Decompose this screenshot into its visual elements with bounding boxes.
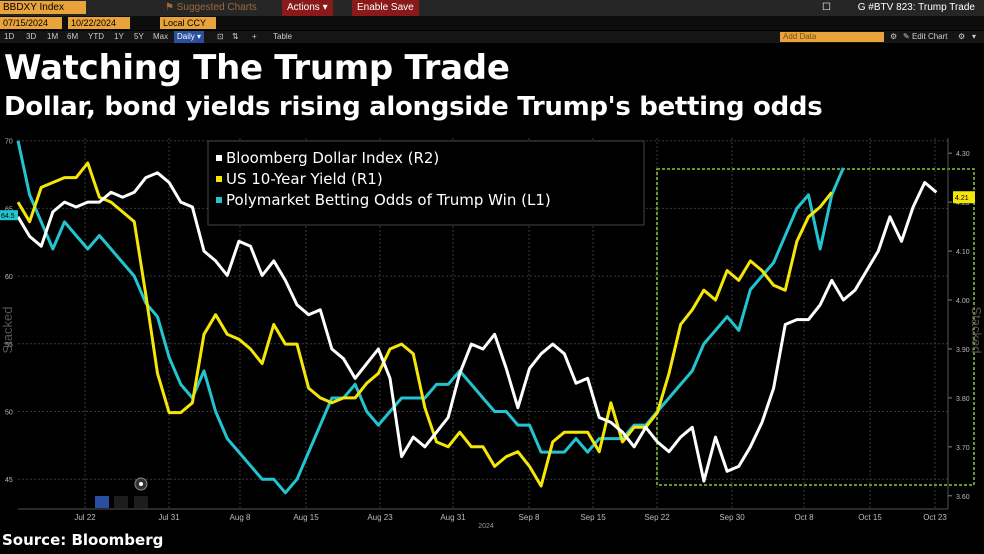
x-tick-label: Sep 15 (580, 513, 606, 522)
chart-type-icon[interactable]: ⊡ (217, 32, 224, 41)
start-date-field[interactable]: 07/15/2024 (0, 17, 62, 29)
axis-badges: 64.5 4.21 (0, 191, 975, 221)
left-tick-label: 55 (5, 342, 13, 349)
gear-icon[interactable]: ⚙ (958, 32, 966, 41)
suggested-charts-button[interactable]: ⚑ Suggested Charts (165, 2, 257, 13)
actions-button[interactable]: Actions ▾ (282, 0, 333, 16)
left-badge-box (0, 210, 18, 221)
legend-entry: Polymarket Betting Odds of Trump Win (L1… (226, 191, 551, 209)
legend-box (207, 140, 645, 226)
frequency-select[interactable]: Daily ▾ (174, 31, 205, 43)
chart-tools (95, 477, 148, 508)
x-year-label: 2024 (478, 523, 494, 530)
page-subtitle: Dollar, bond yields rising alongside Tru… (4, 92, 823, 122)
window-title: G #BTV 823: Trump Trade (857, 2, 975, 13)
add-data-input[interactable]: Add Data (780, 32, 884, 42)
expand-icon[interactable]: ▾ (972, 32, 977, 41)
right-tick-label: 4.10 (956, 249, 970, 256)
x-tick-label: Oct 23 (923, 513, 947, 522)
range-5y[interactable]: 5Y (134, 32, 144, 41)
series-line-odds (16, 140, 845, 495)
range-1y[interactable]: 1Y (114, 32, 124, 41)
legend-entry: US 10-Year Yield (R1) (226, 170, 383, 188)
edit-chart-button[interactable]: ✎ Edit Chart (903, 32, 948, 41)
right-tick-label: 4.00 (956, 298, 970, 305)
record-tool-dot-icon (139, 482, 143, 486)
currency-field[interactable]: Local CCY (160, 17, 216, 29)
left-axis-label: Stacked (0, 307, 15, 354)
right-badge-box (953, 191, 975, 204)
range-ytd[interactable]: YTD (88, 32, 104, 41)
compare-icon[interactable]: ⇅ (232, 32, 239, 41)
x-tick-label: Jul 22 (74, 513, 96, 522)
x-tick-label: Sep 8 (519, 513, 540, 522)
settings-icon[interactable]: ⚙ (890, 32, 898, 41)
legend-swatch (216, 155, 222, 161)
highlight-box-group (656, 168, 975, 486)
left-tick-label: 50 (5, 410, 13, 417)
table-button[interactable]: Table (273, 32, 293, 41)
legend: Bloomberg Dollar Index (R2) US 10-Year Yi… (207, 140, 645, 226)
right-tick-label: 3.70 (956, 445, 970, 452)
ticker-field[interactable]: BBDXY Index (0, 1, 86, 14)
series-line-dollar (16, 171, 938, 483)
right-axis-label: Stacked (969, 307, 984, 354)
x-tick-label: Aug 31 (440, 513, 466, 522)
right-tick-label: 4.30 (956, 151, 970, 158)
annotate-tool-icon (114, 496, 128, 508)
left-tick-label: 65 (5, 206, 13, 213)
range-max[interactable]: Max (153, 32, 169, 41)
source-note: Source: Bloomberg (2, 531, 164, 549)
pencil-tool-icon (95, 496, 109, 508)
page-title: Watching The Trump Trade (4, 48, 510, 88)
window-controls-icon[interactable]: ☐ (822, 2, 831, 13)
range-1m[interactable]: 1M (47, 32, 59, 41)
legend-swatch (216, 197, 222, 203)
range-3d[interactable]: 3D (26, 32, 37, 41)
x-tick-label: Aug 8 (230, 513, 251, 522)
erase-tool-icon (134, 496, 148, 508)
series-line-yield (16, 161, 833, 488)
enable-save-button[interactable]: Enable Save (352, 0, 419, 16)
left-tick-label: 60 (5, 274, 13, 281)
star-icon: ⚑ (165, 2, 177, 13)
right-tick-label: 3.60 (956, 494, 970, 501)
left-badge: 64.5 (1, 213, 15, 220)
add-icon[interactable]: + (252, 32, 257, 41)
axes: Jul 22 Jul 31 Aug 8 Aug 15 Aug 23 Aug 31 Sep 8… (0, 138, 984, 530)
left-tick-label: 70 (5, 139, 13, 146)
top-toolbar: BBDXY Index ⚑ Suggested Charts Actions ▾… (0, 0, 984, 16)
legend-swatch (216, 176, 222, 182)
legend-entry: Bloomberg Dollar Index (R2) (226, 149, 439, 167)
left-tick-label: 45 (5, 477, 13, 484)
range-1d[interactable]: 1D (4, 32, 15, 41)
right-tick-label: 3.90 (956, 347, 970, 354)
series-lines (16, 140, 938, 495)
x-tick-label: Oct 8 (794, 513, 814, 522)
x-tick-label: Aug 23 (367, 513, 393, 522)
x-tick-label: Sep 30 (719, 513, 745, 522)
highlight-box (656, 168, 975, 486)
chart: Jul 22 Jul 31 Aug 8 Aug 15 Aug 23 Aug 31 Sep 8… (0, 138, 984, 530)
end-date-field[interactable]: 10/22/2024 (68, 17, 130, 29)
date-range-row: 07/15/2024 10/22/2024 Local CCY (0, 16, 984, 30)
range-toolbar: 1D 3D 1M 6M YTD 1Y 5Y Max Daily ▾ ⊡ ⇅ + … (0, 31, 984, 43)
right-badge: 4.21 (955, 195, 969, 202)
x-tick-label: Aug 15 (293, 513, 319, 522)
x-tick-label: Oct 15 (858, 513, 882, 522)
right-tick-label: 3.80 (956, 396, 970, 403)
x-tick-label: Sep 22 (644, 513, 670, 522)
right-tick-label: 4.20 (956, 200, 970, 207)
range-6m[interactable]: 6M (67, 32, 79, 41)
x-tick-label: Jul 31 (158, 513, 180, 522)
